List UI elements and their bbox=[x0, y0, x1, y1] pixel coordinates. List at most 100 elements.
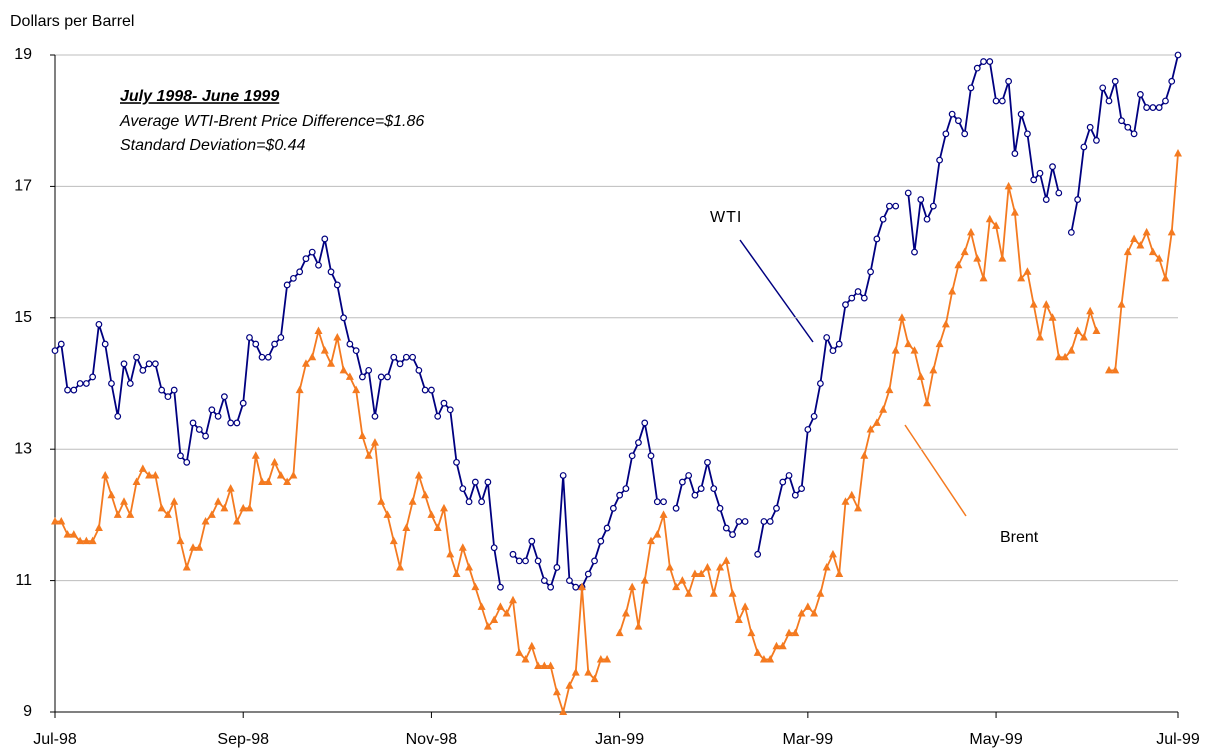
marker bbox=[202, 432, 209, 440]
marker bbox=[584, 668, 593, 676]
y-tick-label: 19 bbox=[14, 46, 32, 63]
marker bbox=[690, 569, 699, 578]
marker bbox=[998, 97, 1006, 105]
marker bbox=[157, 503, 166, 512]
marker bbox=[973, 64, 981, 72]
marker bbox=[521, 654, 530, 663]
marker bbox=[183, 458, 191, 466]
x-tick-label: May-99 bbox=[969, 731, 1022, 748]
marker bbox=[264, 477, 273, 486]
marker bbox=[703, 562, 712, 571]
marker bbox=[603, 524, 611, 532]
marker bbox=[546, 661, 555, 670]
marker bbox=[478, 498, 486, 506]
marker bbox=[389, 536, 398, 545]
marker bbox=[508, 595, 517, 604]
marker bbox=[823, 334, 831, 341]
marker bbox=[321, 235, 329, 243]
marker bbox=[1136, 91, 1144, 98]
marker bbox=[364, 451, 373, 459]
marker bbox=[966, 227, 975, 236]
marker bbox=[596, 654, 605, 663]
marker bbox=[1168, 77, 1176, 85]
marker bbox=[1054, 352, 1063, 361]
marker bbox=[1055, 189, 1063, 197]
x-tick-label: Mar-99 bbox=[783, 731, 834, 748]
series-label: Brent bbox=[1000, 529, 1039, 546]
marker bbox=[239, 399, 247, 407]
marker bbox=[76, 380, 84, 387]
marker bbox=[829, 347, 837, 355]
x-tick-label: Sep-98 bbox=[217, 731, 269, 748]
marker bbox=[440, 399, 448, 407]
x-tick-label: Nov-98 bbox=[406, 731, 458, 748]
marker bbox=[490, 615, 499, 624]
marker bbox=[233, 419, 241, 427]
marker bbox=[252, 340, 260, 348]
marker bbox=[741, 518, 749, 525]
marker bbox=[766, 518, 774, 525]
marker bbox=[803, 602, 812, 610]
marker bbox=[177, 452, 184, 460]
marker bbox=[352, 385, 361, 394]
marker bbox=[985, 214, 994, 223]
marker bbox=[728, 589, 737, 597]
marker bbox=[108, 380, 115, 387]
y-tick-label: 11 bbox=[15, 572, 32, 589]
marker bbox=[245, 503, 254, 512]
marker bbox=[170, 386, 178, 394]
marker bbox=[208, 406, 216, 414]
marker bbox=[791, 628, 800, 637]
marker bbox=[101, 340, 109, 348]
marker bbox=[917, 196, 925, 203]
marker bbox=[1074, 196, 1082, 203]
marker bbox=[69, 530, 78, 538]
marker bbox=[716, 504, 724, 512]
marker bbox=[483, 622, 492, 630]
marker bbox=[704, 458, 711, 466]
marker bbox=[283, 281, 291, 289]
marker bbox=[716, 562, 725, 571]
marker bbox=[1017, 110, 1025, 118]
marker bbox=[1167, 227, 1176, 236]
marker bbox=[402, 353, 410, 361]
marker bbox=[1111, 77, 1119, 85]
marker bbox=[659, 510, 668, 518]
marker bbox=[502, 608, 511, 617]
marker bbox=[935, 339, 944, 348]
marker bbox=[1086, 123, 1094, 131]
marker bbox=[340, 314, 347, 322]
marker bbox=[641, 419, 649, 427]
marker bbox=[1030, 176, 1038, 184]
marker bbox=[201, 516, 210, 525]
marker bbox=[885, 385, 894, 394]
marker bbox=[572, 583, 580, 591]
marker bbox=[1061, 352, 1070, 361]
marker bbox=[302, 255, 310, 263]
marker bbox=[289, 470, 298, 479]
marker bbox=[754, 550, 762, 558]
marker bbox=[772, 641, 781, 650]
marker bbox=[691, 491, 699, 499]
marker bbox=[760, 518, 768, 525]
marker bbox=[1099, 84, 1107, 92]
marker bbox=[867, 268, 874, 276]
marker bbox=[327, 268, 335, 276]
marker bbox=[709, 589, 718, 597]
marker bbox=[628, 452, 636, 460]
marker bbox=[785, 628, 794, 637]
marker bbox=[145, 470, 154, 479]
marker bbox=[1067, 228, 1075, 236]
marker bbox=[296, 268, 304, 276]
marker bbox=[239, 503, 248, 512]
marker bbox=[559, 472, 567, 479]
marker bbox=[948, 110, 956, 118]
marker bbox=[879, 405, 888, 413]
marker bbox=[980, 58, 987, 65]
marker bbox=[1143, 104, 1151, 111]
marker bbox=[635, 439, 642, 447]
marker bbox=[434, 412, 442, 420]
marker bbox=[232, 516, 241, 525]
marker bbox=[345, 372, 354, 380]
marker bbox=[433, 523, 442, 532]
